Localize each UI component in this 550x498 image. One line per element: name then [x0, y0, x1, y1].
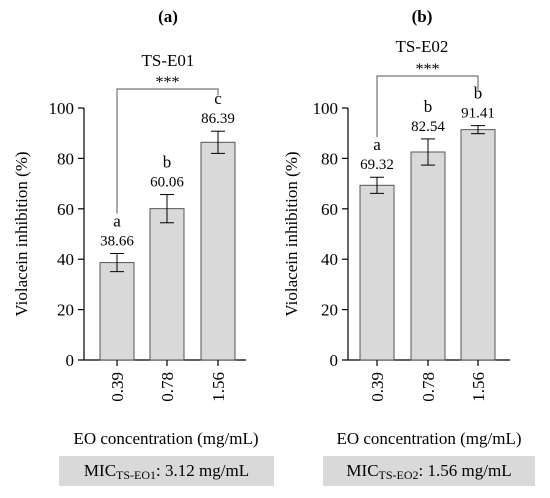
panel-b-value-label: 91.41 [461, 106, 495, 122]
panel-b-y-tick-label: 100 [313, 99, 339, 118]
panel-b-value-label: 69.32 [360, 157, 394, 173]
panel-a-significance-letter: b [163, 153, 172, 172]
panel-a-value-label: 86.39 [201, 111, 235, 127]
panel-a-y-tick-label: 40 [57, 250, 74, 269]
panel-b-significance-bracket [376, 75, 479, 138]
panel-a-bar [99, 262, 135, 361]
panel-b-mic-box: MICTS-EO2: 1.56 mg/mL [323, 456, 535, 486]
panel-a-mic-subscript: TS-EO1 [116, 468, 157, 482]
panel-a-x-tick-label: 0.78 [158, 372, 177, 402]
panel-a-x-axis-label: EO concentration (mg/mL) [73, 429, 258, 448]
panel-a: (a) TS-E01 Violacein inhibition (%) EO c… [12, 7, 259, 448]
panel-b-mic-prefix: MIC [346, 461, 379, 480]
panel-b-significance-letter: b [424, 97, 433, 116]
panel-a-significance-bracket [116, 88, 219, 214]
panel-b-x-tick-label: 1.56 [469, 372, 488, 402]
panel-b-x-tick-label: 0.78 [419, 372, 438, 402]
panel-a-y-tick-label: 20 [57, 301, 74, 320]
panel-b-x-tick-label: 0.39 [368, 372, 387, 402]
panel-b: (b) TS-E02 Violacein inhibition (%) EO c… [282, 7, 522, 448]
panel-b-value-label: 82.54 [411, 119, 445, 135]
panel-b-significance-letter: b [474, 84, 483, 103]
panel-a-y-tick-label: 100 [49, 99, 75, 118]
panel-a-plot: 0 20 40 60 80 100 38.66 a 0.39 60.06 b 0.78 86.39 c 1.… [49, 74, 246, 402]
panel-a-x-tick-label: 1.56 [209, 372, 228, 402]
panel-b-bar [359, 184, 395, 361]
panel-b-significance-stars: *** [416, 61, 440, 78]
panel-b-y-tick-label: 40 [321, 250, 338, 269]
panel-b-y-tick-label: 20 [321, 301, 338, 320]
panel-b-y-tick-label: 80 [321, 149, 338, 168]
panel-a-y-axis-label: Violacein inhibition (%) [12, 151, 31, 316]
panel-a-significance-letter: c [214, 89, 222, 108]
panel-b-bar [460, 129, 496, 361]
panel-a-label: (a) [158, 7, 178, 26]
panel-b-plot: 0 20 40 60 80 100 69.32 a 0.39 82.54 b 0.78 91.41 b 1.… [313, 61, 510, 402]
panel-a-y-tick-label: 0 [66, 351, 75, 370]
panel-b-y-tick-label: 60 [321, 200, 338, 219]
panel-b-mic-value: : 1.56 mg/mL [418, 461, 512, 480]
panel-b-label: (b) [412, 7, 433, 26]
panel-a-significance-stars: *** [156, 74, 180, 91]
panel-a-title: TS-E01 [142, 51, 195, 70]
panel-a-significance-letter: a [113, 212, 121, 231]
panel-b-x-axis-label: EO concentration (mg/mL) [336, 429, 521, 448]
panel-a-bar [149, 208, 185, 361]
panel-b-significance-letter: a [373, 135, 381, 154]
panel-b-y-axis-label: Violacein inhibition (%) [282, 151, 301, 316]
panel-a-y-tick-label: 80 [57, 149, 74, 168]
panel-a-mic-box: MICTS-EO1: 3.12 mg/mL [59, 456, 274, 486]
panel-a-y-tick-label: 60 [57, 200, 74, 219]
panel-a-bar [200, 141, 236, 361]
panel-b-title: TS-E02 [396, 37, 449, 56]
panel-b-mic-subscript: TS-EO2 [378, 468, 419, 482]
panel-a-value-label: 38.66 [100, 234, 134, 250]
panel-a-x-tick-label: 0.39 [108, 372, 127, 402]
panel-a-value-label: 60.06 [150, 175, 184, 191]
panel-b-y-tick-label: 0 [330, 351, 339, 370]
panel-b-bar [410, 151, 446, 361]
panel-a-mic-value: : 3.12 mg/mL [156, 461, 250, 480]
panel-a-mic-prefix: MIC [83, 461, 117, 480]
